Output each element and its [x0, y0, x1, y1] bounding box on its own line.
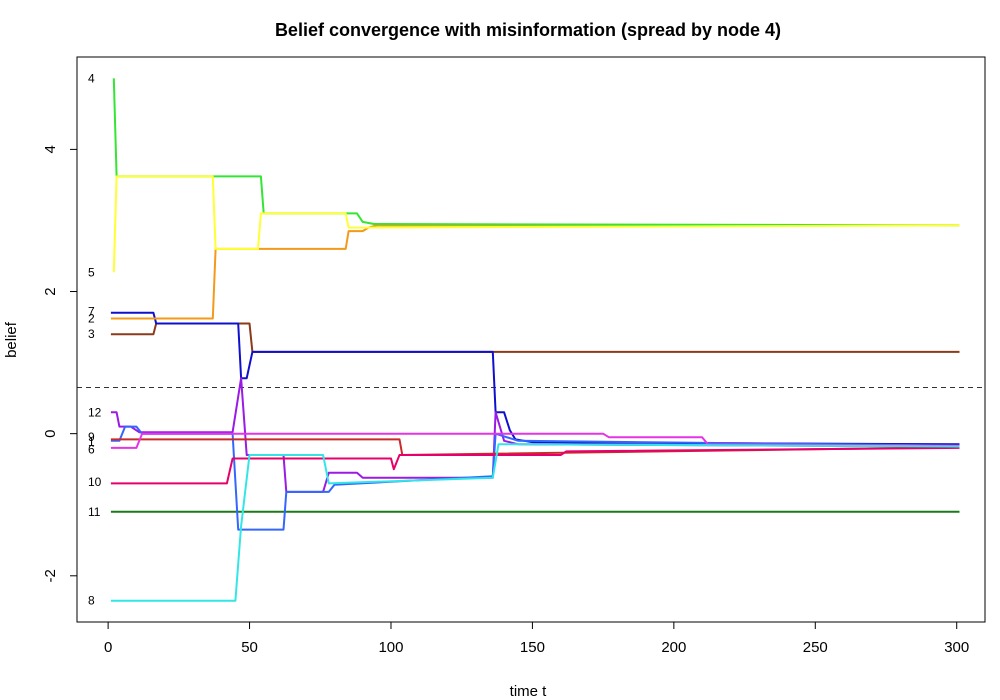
node-label-12: 12 — [88, 405, 102, 419]
y-tick-label: 0 — [42, 429, 59, 437]
y-tick-label: 2 — [42, 287, 59, 295]
y-axis-label: belief — [3, 321, 20, 358]
y-tick-label: 4 — [42, 145, 59, 153]
node-label-6: 6 — [88, 442, 95, 456]
series-line-node-5 — [112, 175, 960, 273]
node-label-10: 10 — [88, 475, 102, 489]
y-tick-label: -2 — [42, 569, 59, 582]
node-label-7: 7 — [88, 304, 95, 318]
series-line-node-9 — [110, 425, 960, 531]
x-tick-label: 200 — [661, 639, 686, 656]
x-tick-label: 50 — [241, 639, 258, 656]
series-line-node-2 — [110, 224, 960, 320]
node-label-4: 4 — [88, 71, 95, 85]
series-line-node-12 — [110, 377, 960, 493]
node-label-8: 8 — [88, 594, 95, 608]
x-tick-label: 250 — [803, 639, 828, 656]
node-label-5: 5 — [88, 265, 95, 279]
x-tick-label: 150 — [520, 639, 545, 656]
node-label-1: 1 — [88, 435, 95, 449]
x-tick-label: 0 — [104, 639, 112, 656]
plot-frame — [76, 56, 986, 623]
series-line-node-10 — [110, 446, 960, 485]
node-label-3: 3 — [88, 327, 95, 341]
series-line-node-7 — [110, 311, 960, 446]
chart-title: Belief convergence with misinformation (… — [275, 20, 781, 40]
x-tick-label: 100 — [378, 639, 403, 656]
x-tick-label: 300 — [944, 639, 969, 656]
series-line-node-6 — [110, 432, 960, 449]
series-line-node-4 — [112, 78, 960, 227]
series-line-node-8 — [110, 443, 960, 602]
node-label-9: 9 — [88, 430, 95, 444]
node-label-11: 11 — [88, 505, 101, 519]
x-axis-label: time t — [510, 683, 548, 700]
node-label-2: 2 — [88, 312, 95, 326]
